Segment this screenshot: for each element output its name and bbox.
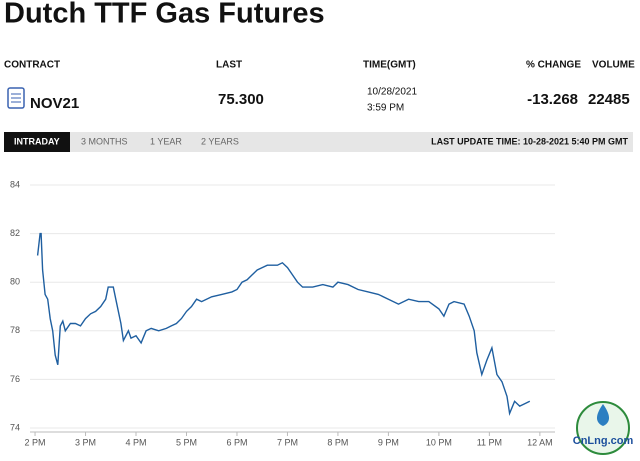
y-tick-label: 80 (10, 277, 20, 287)
tab[interactable]: INTRADAY (14, 136, 60, 146)
x-tick-label: 3 PM (75, 437, 96, 447)
tab[interactable]: 3 MONTHS (81, 136, 128, 146)
watermark: CnLng.com (573, 435, 634, 447)
time-date: 10/28/2021 (367, 87, 417, 98)
x-tick-label: 5 PM (176, 437, 197, 447)
x-tick-label: 6 PM (226, 437, 247, 447)
last-price: 75.300 (218, 91, 264, 108)
tab[interactable]: 1 YEAR (150, 136, 182, 146)
x-tick-label: 8 PM (327, 437, 348, 447)
y-tick-label: 78 (10, 325, 20, 335)
column-header: % CHANGE (526, 60, 581, 71)
active-tab[interactable] (4, 132, 70, 152)
column-header: CONTRACT (4, 60, 60, 71)
contract-icon (7, 87, 25, 109)
volume: 22485 (588, 91, 630, 108)
x-tick-label: 11 PM (477, 437, 502, 447)
watermark-logo: CnLng.com (573, 401, 634, 455)
x-tick-label: 9 PM (378, 437, 399, 447)
y-tick-label: 76 (10, 374, 20, 384)
column-header: LAST (216, 60, 242, 71)
x-tick-label: 7 PM (277, 437, 298, 447)
tab-bar (4, 132, 633, 152)
price-line (36, 232, 531, 416)
percent-change: -13.268 (527, 91, 578, 108)
x-tick-label: 2 PM (25, 437, 46, 447)
contract[interactable]: NOV21 (30, 95, 79, 112)
last-update: LAST UPDATE TIME: 10-28-2021 5:40 PM GMT (431, 136, 628, 146)
column-header: VOLUME (592, 60, 635, 71)
x-tick-label: 4 PM (126, 437, 147, 447)
column-header: TIME(GMT) (363, 60, 416, 71)
x-tick-label: 10 PM (426, 437, 452, 447)
y-tick-label: 84 (10, 179, 20, 189)
page-title: Dutch TTF Gas Futures (4, 0, 325, 30)
y-tick-label: 74 (10, 422, 20, 432)
y-tick-label: 82 (10, 228, 20, 238)
time-clock: 3:59 PM (367, 103, 404, 114)
tab[interactable]: 2 YEARS (201, 136, 239, 146)
x-tick-label: 12 AM (527, 437, 553, 447)
